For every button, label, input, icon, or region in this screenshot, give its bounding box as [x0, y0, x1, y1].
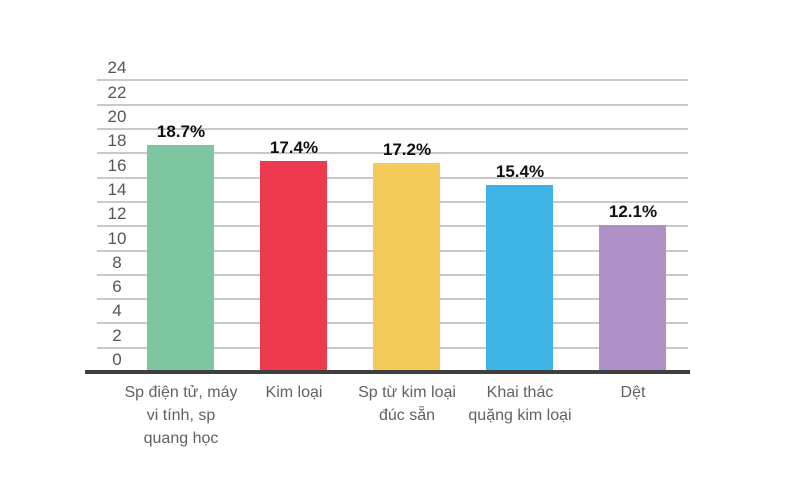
category-label-2: Kim loại	[265, 384, 323, 401]
bar-1[interactable]	[147, 145, 214, 371]
gridline	[97, 128, 688, 130]
y-axis-tick-label: 22	[107, 83, 127, 102]
y-axis-tick-label: 0	[112, 350, 122, 369]
y-axis-tick-label: 2	[112, 326, 122, 345]
category-label-3: Sp từ kim loại đúc sẵn	[358, 384, 456, 424]
y-axis-tick-label: 14	[107, 180, 127, 199]
value-label-3: 17.2%	[382, 140, 432, 159]
value-label-1: 18.7%	[156, 122, 206, 141]
x-axis-line	[85, 370, 690, 374]
y-axis-tick-label: 6	[112, 277, 122, 296]
category-label-1: Sp điện tử, máy vi tính, sp quang học	[124, 384, 238, 447]
gridline	[97, 79, 688, 81]
y-axis-tick-label: 18	[107, 131, 127, 150]
category-label-4: Khai thác quặng kim loại	[468, 384, 572, 424]
y-axis-tick-label: 10	[107, 229, 127, 248]
bar-4[interactable]	[486, 185, 553, 371]
y-axis-tick-label: 4	[112, 301, 122, 320]
value-label-5: 12.1%	[608, 202, 658, 221]
gridline	[97, 104, 688, 106]
y-axis-tick-label: 20	[107, 107, 127, 126]
bar-2[interactable]	[260, 161, 327, 371]
bar-3[interactable]	[373, 163, 440, 371]
value-label-4: 15.4%	[495, 162, 545, 181]
y-axis-tick-label: 16	[107, 156, 127, 175]
y-axis-tick-label: 12	[107, 204, 127, 223]
y-axis-tick-label: 8	[112, 253, 122, 272]
gridline	[97, 152, 688, 154]
category-label-5: Dệt	[620, 384, 646, 401]
y-axis-tick-label: 24	[107, 58, 127, 77]
bar-5[interactable]	[599, 225, 666, 371]
value-label-2: 17.4%	[269, 138, 319, 157]
